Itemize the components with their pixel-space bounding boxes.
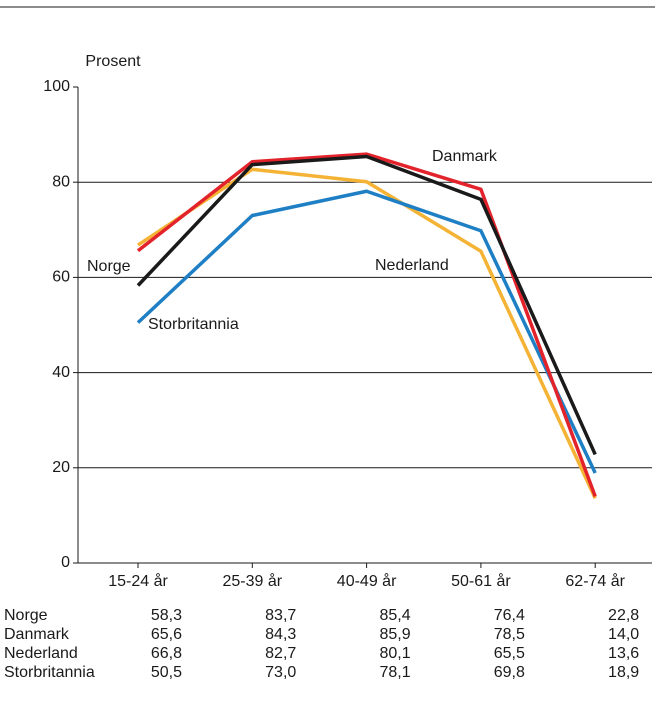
- y-tick-label: 20: [52, 459, 70, 476]
- series-label: Danmark: [432, 148, 498, 165]
- series-label: Norge: [87, 258, 131, 275]
- y-tick-label: 60: [52, 269, 70, 286]
- table-cell: 84,3: [265, 626, 296, 643]
- x-tick-label: 25-39 år: [223, 572, 283, 590]
- series-line: [137, 167, 597, 499]
- table-cell: 22,8: [608, 607, 639, 624]
- y-tick-label: 100: [43, 78, 70, 95]
- series-line: [136, 189, 597, 474]
- table-cell: 14,0: [608, 626, 639, 643]
- table-row-name: Danmark: [4, 626, 70, 643]
- y-tick-label: 0: [61, 554, 70, 571]
- table-cell: 83,7: [265, 607, 296, 624]
- table-cell: 18,9: [608, 664, 639, 681]
- table-row-name: Norge: [4, 607, 48, 624]
- table-cell: 78,5: [494, 626, 525, 643]
- table-cell: 78,1: [379, 664, 410, 681]
- series-label: Nederland: [375, 257, 449, 274]
- table-cell: 65,5: [494, 645, 525, 662]
- x-tick-label: 50-61 år: [451, 572, 511, 590]
- y-axis-label: Prosent: [85, 53, 141, 70]
- series-label: Storbritannia: [148, 316, 239, 333]
- table-cell: 69,8: [494, 664, 525, 681]
- table-cell: 76,4: [494, 607, 525, 624]
- table-cell: 66,8: [151, 645, 182, 662]
- x-tick-label: 62-74 år: [565, 572, 625, 590]
- y-tick-label: 80: [52, 173, 70, 190]
- table-cell: 85,9: [379, 626, 410, 643]
- y-tick-label: 40: [52, 364, 70, 381]
- table-cell: 82,7: [265, 645, 296, 662]
- table-cell: 65,6: [151, 626, 182, 643]
- table-row-name: Nederland: [4, 645, 78, 662]
- series-line: [136, 152, 597, 497]
- series-line: [136, 154, 597, 456]
- x-tick-label: 15-24 år: [108, 572, 168, 590]
- table-cell: 73,0: [265, 664, 296, 681]
- table-cell: 13,6: [608, 645, 639, 662]
- x-tick-label: 40-49 år: [337, 572, 397, 590]
- table-cell: 50,5: [151, 664, 182, 681]
- table-row-name: Storbritannia: [4, 664, 95, 681]
- table-cell: 80,1: [379, 645, 410, 662]
- table-cell: 85,4: [379, 607, 410, 624]
- table-cell: 58,3: [151, 607, 182, 624]
